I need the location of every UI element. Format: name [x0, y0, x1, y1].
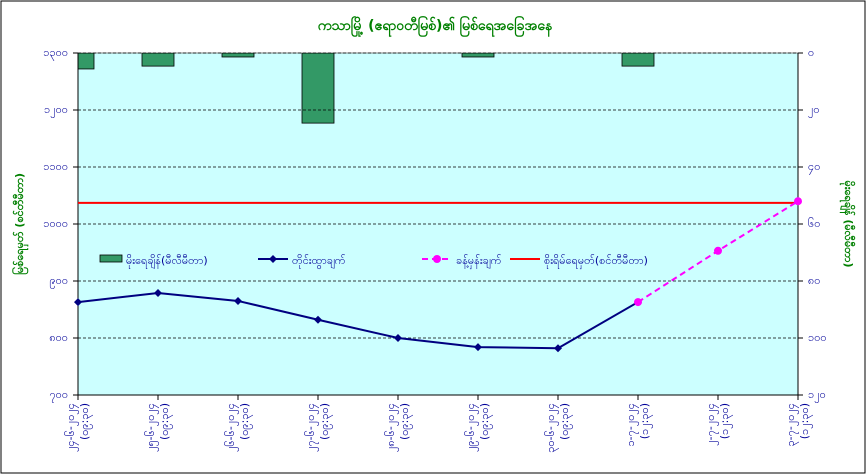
y-tick-label: ၁၁၀၀	[43, 160, 68, 173]
legend-label: စိုးရိမ်ရေမှတ်(စင်တီမီတာ)	[544, 254, 648, 269]
x-tick-label: ၂၇-၆-၂၀၂၄	[304, 403, 319, 452]
x-tick-label: ၂၉-၆-၂၀၂၄	[464, 403, 479, 452]
marker	[474, 343, 482, 352]
y2-tick-label: ၈၀	[808, 274, 820, 287]
x-tick-time: (၁၂:၃၀)	[638, 403, 653, 439]
x-tick-time: (၁၂:၃၀)	[798, 403, 813, 439]
legend-label: မိုးရေချိန်(မီလီမီတာ)	[126, 254, 208, 269]
marker	[74, 298, 82, 307]
legend-swatch	[99, 254, 123, 263]
marker	[154, 288, 162, 297]
legend-label: ခန့်မှန်းချက်	[456, 254, 502, 269]
chart-title: ကသာမြို့ (ဧရာဝတီမြစ်)၏ မြစ်ရေအခြေအနေ	[318, 16, 553, 37]
x-tick-label: ၃၀-၆-၂၀၂၄	[544, 403, 559, 453]
x-tick-time: (၀၉:၃၀)	[318, 403, 333, 440]
x-tick-label: ၁-၇-၂၀၂၄	[624, 403, 639, 447]
y2-tick-label: ၄၀	[808, 160, 820, 175]
y2-tick-label: ၁၀၀	[808, 331, 827, 344]
bar	[621, 53, 655, 67]
x-tick-label: ၃-၇-၂၀၂၄	[784, 403, 799, 447]
bar	[301, 53, 335, 124]
y-tick-label: ၁၂၀၀	[44, 103, 68, 118]
legend-marker	[269, 255, 277, 263]
marker	[314, 315, 322, 324]
x-tick-time: (၀၉:၃၀)	[398, 403, 413, 440]
marker	[794, 197, 802, 206]
legend-marker	[433, 255, 441, 263]
x-tick-label: ၂၅-၆-၂၀၂၄	[144, 403, 159, 452]
x-tick-time: (၀၉:၃၀)	[558, 403, 573, 440]
x-tick-label: ၂၄-၆-၂၀၂၄	[64, 403, 79, 452]
y-axis-title: မြစ်ရေမှတ် (စင်တီမီတာ)	[11, 173, 29, 275]
line	[77, 291, 639, 350]
marker	[234, 296, 242, 305]
y2-axis-title: မိုးရေချိန် (မီလီမီတာ)	[839, 181, 856, 268]
y-tick-label: ၁၀၀၀	[43, 217, 68, 230]
marker	[394, 334, 402, 342]
marker	[714, 246, 722, 255]
marker	[554, 344, 562, 353]
y2-tick-label: ၀	[808, 46, 814, 59]
bar	[461, 53, 495, 58]
marker	[634, 298, 642, 307]
y-tick-label: ၇၀၀	[49, 388, 68, 403]
x-tick-time: (၀၉:၃၀)	[158, 403, 173, 440]
legend-label: တိုင်းထွာချက်	[292, 254, 346, 269]
y-tick-label: ၉၀၀	[49, 274, 68, 289]
y-tick-label: ၈၀၀	[49, 331, 68, 344]
x-tick-time: (၀၉:၃၀)	[78, 403, 93, 440]
x-tick-time: (၀၉:၃၀)	[238, 403, 253, 440]
x-tick-label: ၂၈-၆-၂၀၂၄	[384, 403, 399, 452]
y-tick-label: ၁၃၀၀	[43, 46, 68, 61]
y2-tick-label: ၆၀	[808, 217, 820, 230]
bar	[221, 53, 255, 58]
x-tick-label: ၂၆-၆-၂၀၂၄	[224, 403, 239, 452]
bar	[141, 53, 175, 67]
bar	[78, 53, 95, 70]
y2-tick-label: ၁၂၀	[808, 388, 826, 403]
x-tick-label: ၂-၇-၂၀၂၄	[704, 403, 719, 446]
y2-tick-label: ၂၀	[808, 103, 820, 118]
x-tick-time: (၁၂:၃၀)	[718, 403, 733, 439]
x-tick-time: (၀၉:၃၀)	[478, 403, 493, 440]
